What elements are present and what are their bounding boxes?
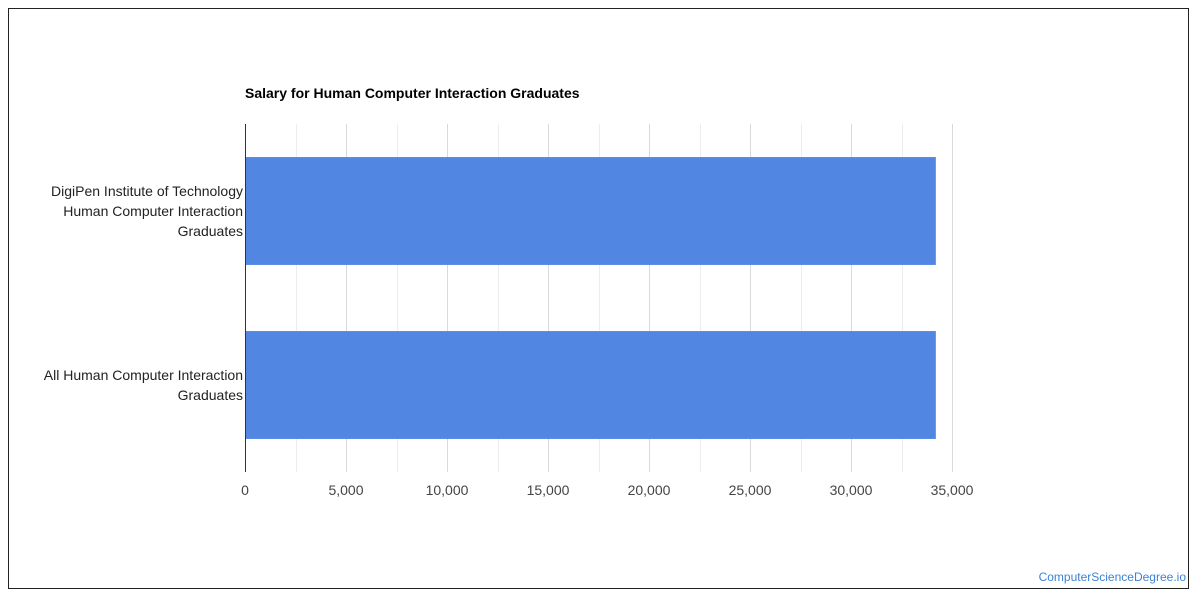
x-tick-label: 5,000 xyxy=(328,482,363,498)
category-label-line: DigiPen Institute of Technology xyxy=(51,183,243,199)
x-tick-label: 15,000 xyxy=(527,482,570,498)
category-label-line: Graduates xyxy=(177,223,243,239)
chart-frame xyxy=(8,8,1189,589)
x-tick-label: 25,000 xyxy=(729,482,772,498)
category-label-line: Human Computer Interaction xyxy=(63,203,243,219)
category-label-line: Graduates xyxy=(177,387,243,403)
x-tick-label: 35,000 xyxy=(931,482,974,498)
bar-0 xyxy=(245,157,936,265)
chart-title: Salary for Human Computer Interaction Gr… xyxy=(245,85,580,101)
watermark-link[interactable]: ComputerScienceDegree.io xyxy=(1038,570,1186,584)
x-tick-label: 20,000 xyxy=(628,482,671,498)
category-label: All Human Computer Interaction Graduates xyxy=(3,365,243,405)
category-label-line: All Human Computer Interaction xyxy=(43,367,243,383)
x-tick-label: 0 xyxy=(241,482,249,498)
bar-1 xyxy=(245,331,936,439)
x-tick-label: 10,000 xyxy=(426,482,469,498)
category-label: DigiPen Institute of Technology Human Com… xyxy=(3,181,243,241)
x-tick-label: 30,000 xyxy=(830,482,873,498)
